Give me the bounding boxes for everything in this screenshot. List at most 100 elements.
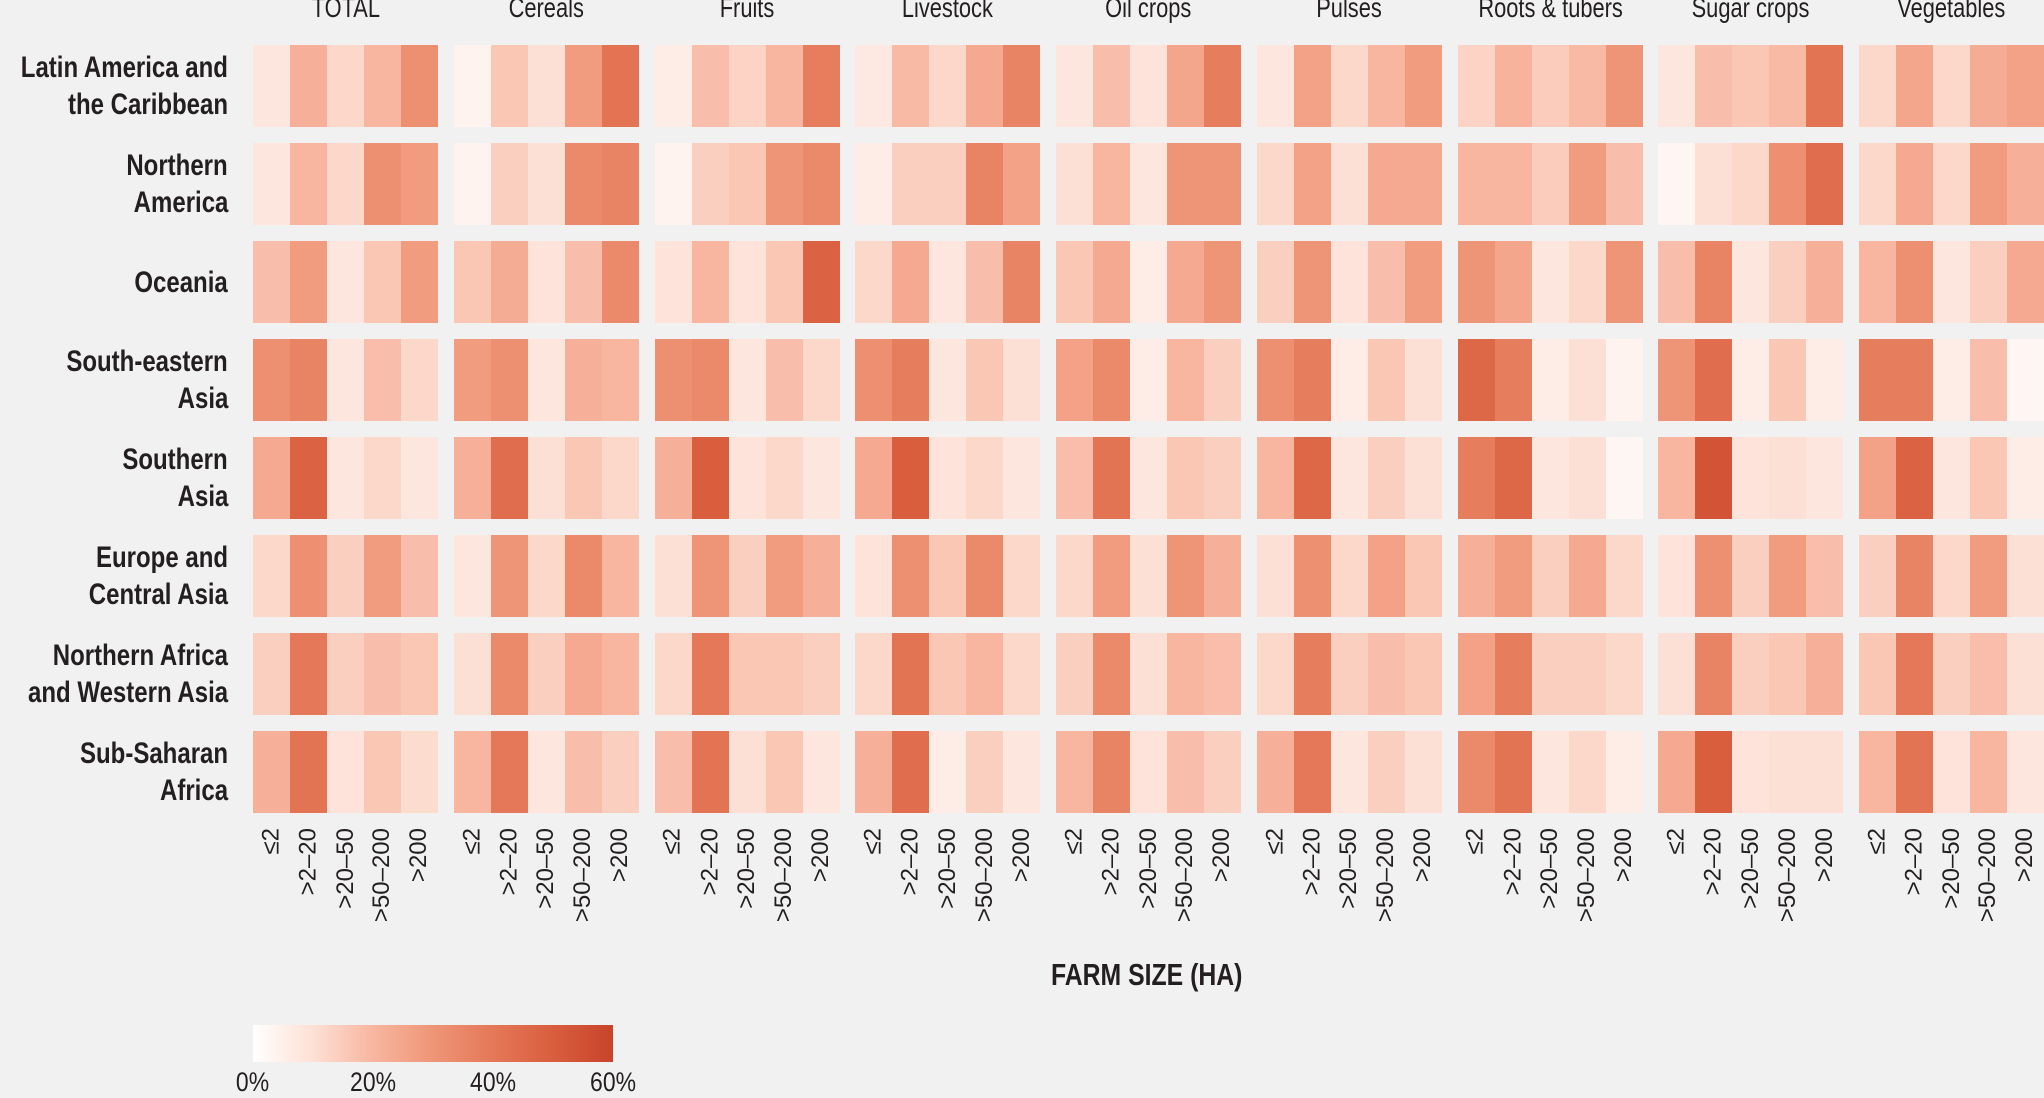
heatmap-cell xyxy=(1056,143,1093,225)
heatmap-cell xyxy=(1003,731,1041,813)
heatmap-cell xyxy=(527,241,565,323)
heatmap-cell xyxy=(1859,535,1896,617)
heatmap-cell xyxy=(601,633,639,715)
heatmap-cell xyxy=(1256,143,1294,225)
heatmap-cell xyxy=(401,241,438,323)
heatmap-cell xyxy=(1970,45,2007,127)
heatmap-cell xyxy=(1933,535,1970,617)
heatmap-cell xyxy=(601,437,639,519)
x-tick-label: >50–200 xyxy=(1372,828,1400,923)
heatmap-cell xyxy=(490,535,528,617)
heatmap-block-latin-america-and-the-caribbean-fruits xyxy=(654,45,840,127)
heatmap-cell xyxy=(1896,437,1933,519)
x-tick-label: >2–20 xyxy=(1499,828,1526,896)
x-tick-label: >200 xyxy=(2011,828,2039,883)
x-tick-label: ≤2 xyxy=(1060,828,1088,855)
heatmap-block-southern-asia-roots-and-tubers xyxy=(1457,437,1643,519)
heatmap-cell xyxy=(564,241,602,323)
heatmap-cell xyxy=(765,143,803,225)
x-tick-label: >50–200 xyxy=(770,828,797,923)
heatmap-cell xyxy=(1256,339,1294,421)
heatmap-cell xyxy=(1494,45,1532,127)
heatmap-block-latin-america-and-the-caribbean-pulses xyxy=(1256,45,1442,127)
heatmap-cell xyxy=(527,339,565,421)
heatmap-cell xyxy=(1404,437,1442,519)
heatmap-cell xyxy=(855,241,893,323)
x-tick-label: >20–50 xyxy=(733,828,760,909)
x-tick-label: >200 xyxy=(606,828,634,883)
row-label-latin-america-and-the-caribbean: Latin America and the Caribbean xyxy=(20,51,228,121)
heatmap-block-southern-asia-total xyxy=(253,437,438,519)
heatmap-cell xyxy=(1896,633,1933,715)
heatmap-cell xyxy=(1531,633,1569,715)
heatmap-cell xyxy=(1658,731,1696,813)
heatmap-cell xyxy=(490,633,528,715)
heatmap-block-northern-africa-and-western-asia-pulses xyxy=(1256,633,1442,715)
heatmap-cell xyxy=(1293,241,1331,323)
heatmap-block-northern-america-roots-and-tubers xyxy=(1457,143,1643,225)
heatmap-block-oceania-sugar-crops xyxy=(1658,241,1844,323)
heatmap-cell xyxy=(1896,241,1933,323)
heatmap-cell xyxy=(253,731,290,813)
heatmap-cell xyxy=(654,45,692,127)
heatmap-cell xyxy=(490,339,528,421)
heatmap-cell xyxy=(1732,45,1770,127)
heatmap-cell xyxy=(1093,731,1130,813)
x-tick-label: ≤2 xyxy=(1863,828,1891,855)
heatmap-cell xyxy=(691,143,729,225)
heatmap-block-europe-and-central-asia-fruits xyxy=(654,535,840,617)
heatmap-cell xyxy=(1293,45,1331,127)
heatmap-cell xyxy=(453,241,491,323)
heatmap-cell xyxy=(564,339,602,421)
heatmap-cell xyxy=(1093,339,1130,421)
heatmap-cell xyxy=(490,731,528,813)
row-label-south-eastern-asia: South-eastern Asia xyxy=(66,345,228,415)
heatmap-cell xyxy=(1568,339,1606,421)
heatmap-cell xyxy=(892,241,930,323)
heatmap-cell xyxy=(855,339,893,421)
column-header-sugar-crops: Sugar crops xyxy=(1691,0,1810,23)
heatmap-cell xyxy=(2007,437,2044,519)
heatmap-cell xyxy=(1093,633,1130,715)
heatmap-cell xyxy=(1093,45,1130,127)
heatmap-cell xyxy=(1970,535,2007,617)
heatmap-cell xyxy=(1204,339,1241,421)
heatmap-cell xyxy=(691,535,729,617)
heatmap-cell xyxy=(1167,633,1204,715)
heatmap-cell xyxy=(1933,437,1970,519)
heatmap-cell xyxy=(1293,633,1331,715)
x-tick-label: >200 xyxy=(1810,828,1838,883)
heatmap-block-southern-asia-oil-crops xyxy=(1056,437,1241,519)
heatmap-block-south-eastern-asia-roots-and-tubers xyxy=(1457,339,1643,421)
heatmap-cell xyxy=(1293,535,1331,617)
heatmap-cell xyxy=(728,731,766,813)
x-tick-label: >200 xyxy=(1409,828,1437,883)
heatmap-cell xyxy=(728,45,766,127)
heatmap-cell xyxy=(929,45,967,127)
x-tick-label: >2–20 xyxy=(696,828,723,896)
heatmap-cell xyxy=(1404,731,1442,813)
x-tick-label: >2–20 xyxy=(1097,828,1125,896)
heatmap-cell xyxy=(728,143,766,225)
heatmap-block-northern-africa-and-western-asia-livestock xyxy=(855,633,1041,715)
heatmap-cell xyxy=(691,241,729,323)
heatmap-cell xyxy=(1330,633,1368,715)
heatmap-cell xyxy=(1605,241,1643,323)
heatmap-cell xyxy=(1167,535,1204,617)
x-tick-label: >2–20 xyxy=(1699,828,1727,896)
heatmap-cell xyxy=(1695,143,1733,225)
heatmap-block-oceania-livestock xyxy=(855,241,1041,323)
heatmap-cell xyxy=(765,437,803,519)
heatmap-cell xyxy=(855,633,893,715)
heatmap-cell xyxy=(1404,535,1442,617)
heatmap-cell xyxy=(892,731,930,813)
heatmap-cell xyxy=(364,731,401,813)
heatmap-cell xyxy=(401,731,438,813)
heatmap-cell xyxy=(1970,633,2007,715)
heatmap-cell xyxy=(253,633,290,715)
color-legend-bar xyxy=(253,1025,613,1062)
heatmap-cell xyxy=(453,535,491,617)
heatmap-cell xyxy=(765,241,803,323)
heatmap-cell xyxy=(1732,633,1770,715)
heatmap-cell xyxy=(1367,731,1405,813)
